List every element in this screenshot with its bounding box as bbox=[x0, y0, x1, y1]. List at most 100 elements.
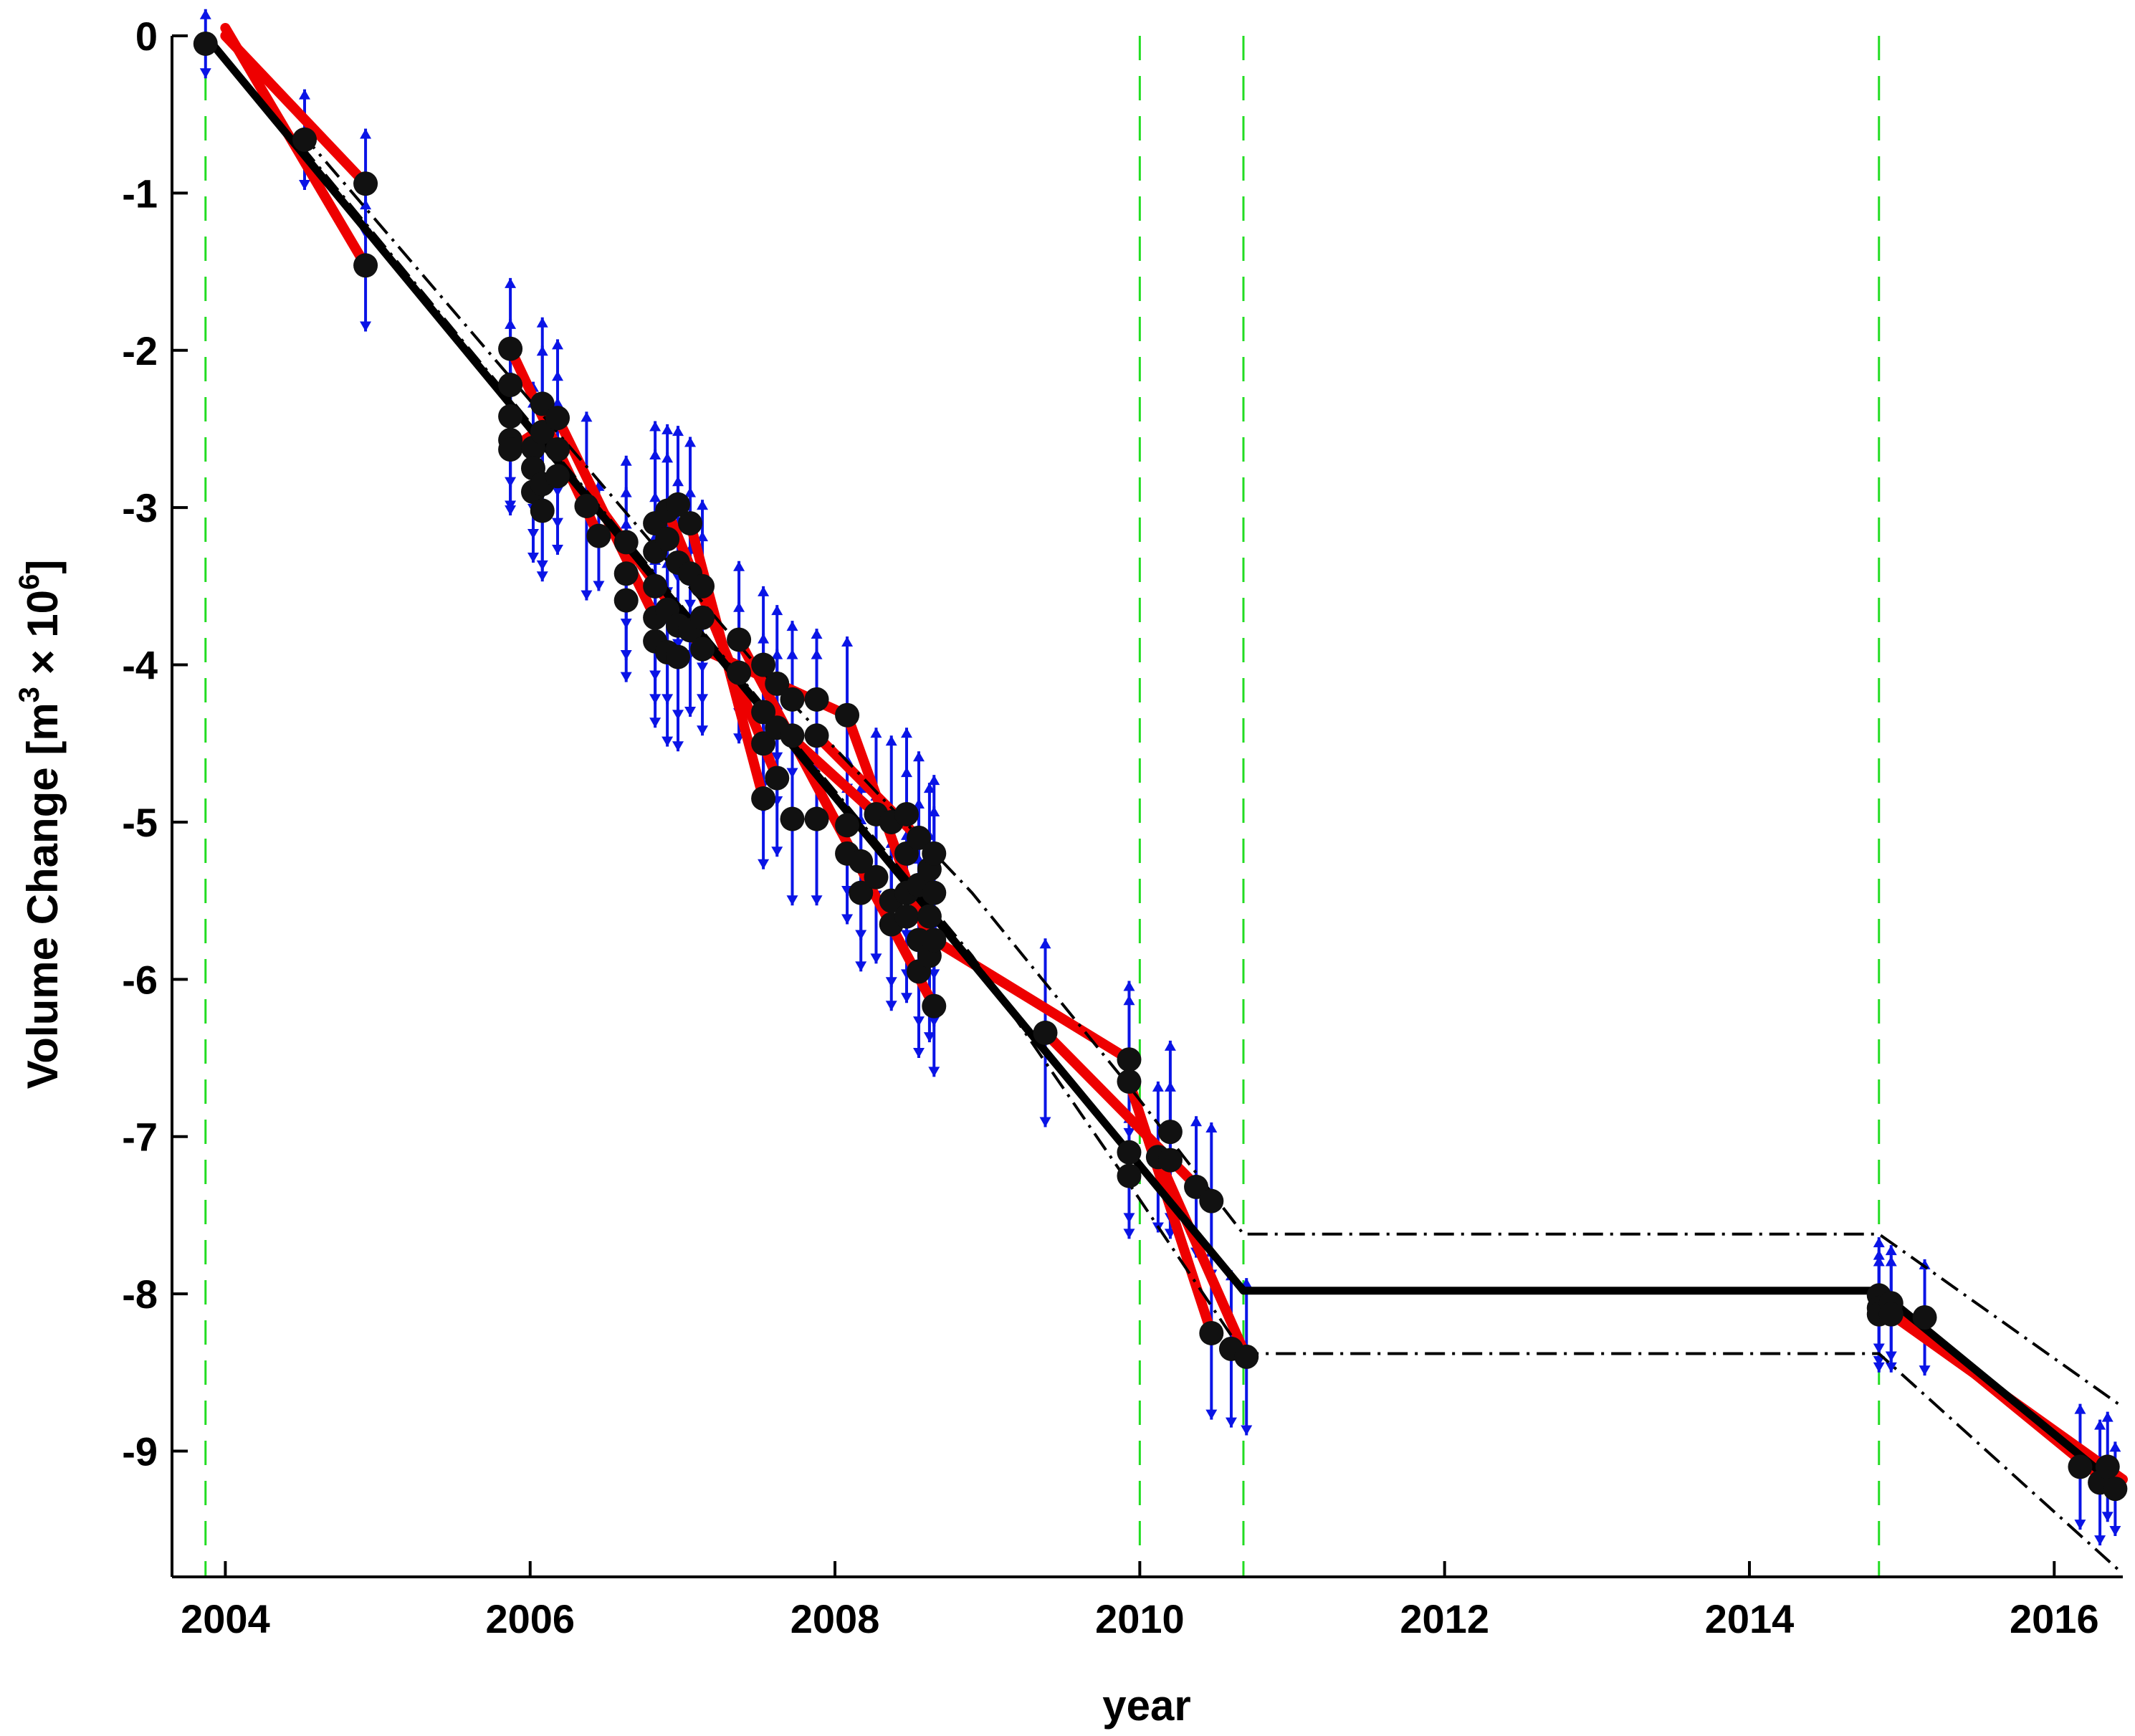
data-point bbox=[1199, 1320, 1224, 1345]
data-point bbox=[1033, 1020, 1058, 1045]
axes: 2004 2006 2008 2010 2012 2014 2016 0 -1 -2 -3 -4 -5… bbox=[122, 14, 2123, 1641]
data-point bbox=[655, 527, 680, 552]
data-point bbox=[678, 511, 703, 536]
data-point bbox=[353, 171, 378, 196]
data-point bbox=[922, 880, 947, 905]
y-axis-title-sup2: 6 bbox=[14, 574, 45, 590]
error-bar-arrow-up bbox=[552, 339, 564, 350]
error-bar-arrow-up bbox=[649, 492, 661, 502]
error-bar-arrow-up bbox=[913, 798, 925, 809]
data-point bbox=[804, 723, 829, 748]
error-bar-arrow-up bbox=[901, 767, 913, 778]
y-tick-label: -7 bbox=[122, 1115, 158, 1160]
plot-area bbox=[193, 9, 2128, 1577]
data-point bbox=[643, 573, 668, 598]
error-bar-arrow-up bbox=[1164, 1081, 1176, 1092]
data-point bbox=[545, 464, 570, 489]
error-bar-arrow-down bbox=[697, 725, 709, 736]
error-bar-arrow-up bbox=[661, 452, 674, 463]
data-point bbox=[751, 652, 776, 677]
error-bar-arrow-up bbox=[771, 649, 783, 659]
data-point bbox=[780, 723, 805, 748]
error-bar-arrow-up bbox=[505, 277, 517, 288]
error-bar-arrow-up bbox=[620, 455, 632, 466]
y-tick-label: -5 bbox=[122, 800, 158, 845]
data-point bbox=[1234, 1344, 1259, 1369]
error-bar-arrow-up bbox=[649, 449, 661, 459]
data-point bbox=[530, 419, 555, 444]
data-point bbox=[804, 806, 829, 831]
error-bar-arrow-down bbox=[885, 1001, 897, 1011]
data-point bbox=[574, 493, 599, 518]
data-point bbox=[353, 253, 378, 278]
data-point bbox=[498, 437, 523, 462]
y-tick-label: -8 bbox=[122, 1272, 158, 1317]
error-bar-arrow-up bbox=[2109, 1441, 2121, 1452]
error-bar-arrow-down bbox=[1885, 1362, 1897, 1373]
error-bar-arrow-up bbox=[923, 783, 935, 793]
data-point bbox=[1117, 1069, 1142, 1094]
error-bar-arrow-up bbox=[536, 317, 548, 328]
y-axis-title-mid: × 10 bbox=[19, 590, 67, 687]
data-point bbox=[586, 523, 611, 548]
data-point bbox=[292, 127, 317, 152]
data-point bbox=[498, 404, 523, 429]
x-tick-label: 2008 bbox=[791, 1596, 880, 1641]
error-bar-arrow-up bbox=[1885, 1256, 1897, 1267]
error-bar-arrow-up bbox=[2101, 1411, 2113, 1422]
y-axis-title: Volume Change [m3 × 106] bbox=[14, 560, 67, 1089]
data-point bbox=[894, 904, 920, 929]
error-bar-arrow-up bbox=[811, 649, 823, 659]
error-bar-arrow-down bbox=[672, 741, 684, 752]
error-bar-arrow-up bbox=[1123, 995, 1135, 1006]
y-axis-title-suffix: ] bbox=[19, 560, 67, 574]
data-point bbox=[780, 687, 805, 712]
data-point bbox=[917, 904, 942, 929]
error-bar-arrow-up bbox=[928, 775, 940, 786]
error-bar-arrow-up bbox=[1885, 1245, 1897, 1256]
error-bar-arrow-down bbox=[1919, 1365, 1931, 1376]
error-bar-arrow-up bbox=[811, 629, 823, 639]
error-bar-arrow-up bbox=[786, 621, 798, 631]
error-bar-arrow-up bbox=[684, 487, 697, 497]
error-bar-arrow-down bbox=[1205, 1409, 1218, 1420]
data-point bbox=[530, 391, 555, 416]
data-point bbox=[835, 813, 860, 838]
error-bar-arrow-down bbox=[527, 552, 539, 563]
data-point bbox=[545, 437, 570, 462]
error-bar-arrow-up bbox=[1873, 1249, 1885, 1260]
error-bar-arrow-down bbox=[786, 895, 798, 906]
error-bar-arrow-down bbox=[758, 859, 770, 869]
data-point bbox=[727, 660, 752, 685]
red-fit-line bbox=[220, 31, 371, 189]
data-point bbox=[780, 806, 805, 831]
error-bar-arrow-down bbox=[913, 1048, 925, 1059]
error-bar-arrow-up bbox=[1164, 1040, 1176, 1051]
data-point bbox=[613, 530, 639, 555]
data-point bbox=[1117, 1163, 1142, 1188]
error-bar-arrow-down bbox=[593, 581, 605, 591]
error-bar-arrow-up bbox=[928, 806, 940, 816]
error-bar-arrow-down bbox=[360, 321, 372, 332]
y-tick-label: 0 bbox=[135, 14, 158, 59]
error-bar-arrow-up bbox=[1873, 1237, 1885, 1248]
error-bar-arrow-down bbox=[2094, 1535, 2106, 1546]
data-point bbox=[922, 927, 947, 953]
error-bar-arrow-down bbox=[505, 505, 517, 516]
error-bar-arrow-up bbox=[620, 487, 632, 497]
x-tick-label: 2014 bbox=[1705, 1596, 1795, 1641]
data-point bbox=[751, 731, 776, 756]
data-point bbox=[1199, 1188, 1224, 1213]
y-tick-label: -9 bbox=[122, 1429, 158, 1474]
error-bar-arrow-down bbox=[552, 544, 564, 555]
data-point bbox=[1117, 1047, 1142, 1072]
error-bar-arrow-up bbox=[733, 601, 745, 612]
data-point bbox=[835, 702, 860, 728]
data-point bbox=[690, 636, 715, 662]
data-point bbox=[666, 492, 691, 517]
error-bar-arrow-down bbox=[870, 953, 882, 964]
error-bar-arrow-up bbox=[1919, 1259, 1931, 1269]
y-tick-label: -4 bbox=[122, 643, 158, 688]
data-point bbox=[2095, 1454, 2120, 1479]
error-bar-arrow-up bbox=[672, 426, 684, 437]
